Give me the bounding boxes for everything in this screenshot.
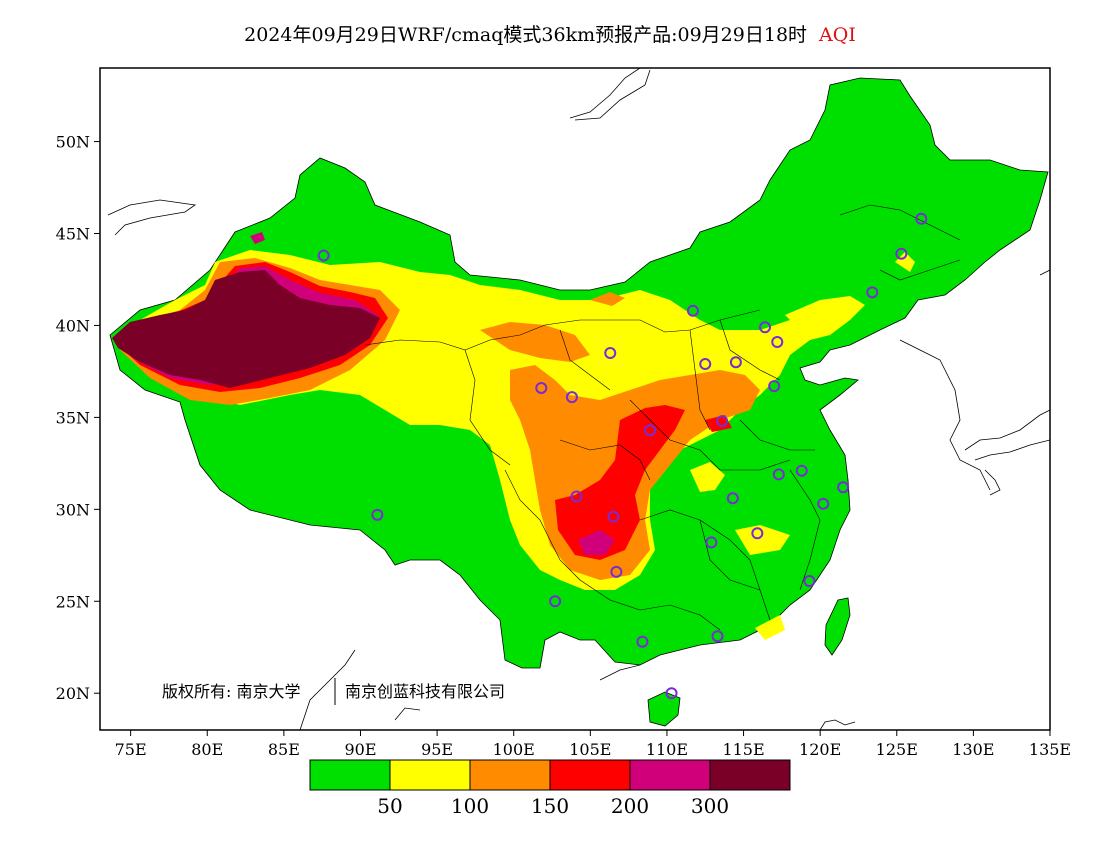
lon-tick-label: 85E: [268, 740, 300, 759]
station-marker: [751, 527, 764, 540]
station-marker: [768, 380, 781, 393]
lon-tick-label: 130E: [952, 740, 994, 759]
aqi-field: [107, 68, 1050, 730]
zone-red-plume: [555, 405, 685, 560]
station-marker: [665, 687, 678, 700]
station-marker: [772, 468, 785, 481]
station-marker: [803, 575, 816, 588]
aqi-legend: 50 100 150 200 300: [309, 759, 791, 818]
lon-tick-label: 80E: [191, 740, 223, 759]
zone-magenta-sw: [578, 530, 615, 555]
station-marker: [795, 464, 808, 477]
lon-tick-label: 100E: [493, 740, 535, 759]
station-marker: [915, 212, 928, 225]
station-marker: [371, 508, 384, 521]
station-marker: [699, 358, 712, 371]
station-marker: [610, 565, 623, 578]
zone-maroon: [112, 270, 380, 388]
station-marker: [705, 536, 718, 549]
station-marker: [604, 347, 617, 360]
station-marker: [607, 510, 620, 523]
lon-tick-label: 115E: [722, 740, 764, 759]
zone-yellow-south: [755, 615, 785, 640]
station-marker: [716, 415, 729, 428]
monitoring-stations: [317, 212, 928, 700]
province-boundaries: [364, 204, 961, 631]
station-marker: [866, 286, 879, 299]
station-marker: [570, 490, 583, 503]
neighbor-coastlines: [107, 68, 1050, 730]
lat-tick-label: 40N: [56, 316, 90, 335]
station-marker: [317, 249, 330, 262]
legend-swatch: [309, 759, 391, 791]
legend-label: 300: [691, 794, 729, 818]
zone-yellow-east2: [735, 525, 790, 555]
legend-swatch: [709, 759, 791, 791]
lat-tick-label: 50N: [56, 133, 90, 152]
station-marker: [771, 335, 784, 348]
legend-swatch: [549, 759, 631, 791]
legend-swatch: [629, 759, 711, 791]
title-text: 2024年09月29日WRF/cmaq模式36km预报产品:09月29日18时: [244, 24, 808, 46]
station-marker: [636, 635, 649, 648]
lon-tick-label: 120E: [799, 740, 841, 759]
station-marker: [686, 304, 699, 317]
map-title: 2024年09月29日WRF/cmaq模式36km预报产品:09月29日18时 A…: [0, 20, 1100, 47]
lon-tick-label: 95E: [421, 740, 453, 759]
taiwan-island: [824, 597, 851, 656]
plot-frame: [99, 67, 1051, 731]
lat-tick-label: 35N: [56, 408, 90, 427]
lat-tick-label: 20N: [56, 684, 90, 703]
title-variable: AQI: [819, 24, 856, 46]
zone-orange-north2: [590, 292, 625, 306]
station-marker: [549, 595, 562, 608]
lon-tick-label: 110E: [646, 740, 688, 759]
zone-yellow-ne: [785, 296, 865, 340]
lon-tick-label: 90E: [344, 740, 376, 759]
legend-label: 150: [531, 794, 569, 818]
zone-yellow-east: [690, 462, 725, 492]
station-marker: [837, 481, 850, 494]
legend-label: 50: [377, 794, 402, 818]
zone-orange-north: [480, 322, 590, 362]
station-marker: [817, 497, 830, 510]
copyright-label-2: 南京创蓝科技有限公司: [345, 682, 505, 701]
station-marker: [726, 492, 739, 505]
station-marker: [565, 391, 578, 404]
station-marker: [895, 247, 908, 260]
lon-tick-label: 105E: [569, 740, 611, 759]
legend-swatch: [389, 759, 471, 791]
station-marker: [644, 424, 657, 437]
lat-tick-label: 25N: [56, 592, 90, 611]
legend-label: 200: [611, 794, 649, 818]
legend-swatch: [469, 759, 551, 791]
lat-tick-label: 45N: [56, 225, 90, 244]
lon-tick-label: 75E: [115, 740, 147, 759]
station-marker: [759, 321, 771, 334]
legend-label: 100: [451, 794, 489, 818]
station-marker: [711, 630, 724, 643]
zone-magenta-ne: [250, 232, 265, 244]
zone-yellow-north: [895, 252, 915, 272]
hainan-island: [647, 691, 681, 727]
station-marker: [535, 381, 548, 394]
lon-tick-label: 135E: [1029, 740, 1071, 759]
station-marker: [729, 356, 742, 369]
copyright-label: 版权所有: 南京大学: [162, 682, 300, 701]
lat-tick-label: 30N: [56, 500, 90, 519]
axis-ticks: 75E 80E 85E 90E 95E 100E 105E 110E 115E 120E 125E 1…: [56, 133, 1071, 759]
lon-tick-label: 125E: [876, 740, 918, 759]
